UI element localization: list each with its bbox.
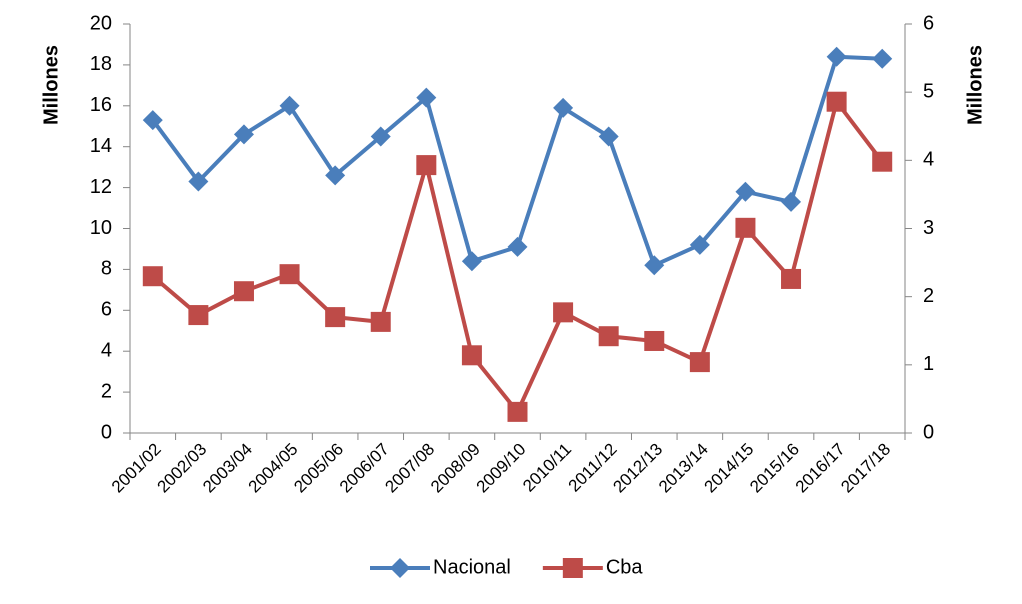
point-marker: [872, 48, 893, 69]
y-tick-label: 18: [90, 53, 112, 75]
y-tick-label: 10: [90, 217, 112, 239]
point-marker: [416, 87, 437, 108]
point-marker: [735, 181, 756, 202]
point-marker: [781, 268, 802, 289]
point-marker: [279, 264, 300, 285]
point-marker: [826, 91, 847, 112]
point-marker: [233, 281, 254, 302]
y2-tick-label: 3: [923, 217, 934, 239]
point-marker: [872, 151, 893, 172]
point-marker: [325, 165, 346, 186]
point-marker: [188, 171, 209, 192]
point-marker: [416, 155, 437, 176]
legend-label: Nacional: [433, 556, 511, 578]
x-tick-label: 2006/07: [336, 440, 393, 497]
y2-tick-label: 1: [923, 353, 934, 375]
x-tick-label: 2017/18: [837, 440, 894, 497]
x-tick-label: 2005/06: [290, 440, 347, 497]
y-tick-label: 0: [101, 421, 112, 443]
point-marker: [644, 330, 665, 351]
x-tick-label: 2001/02: [108, 440, 165, 497]
x-tick-label: 2004/05: [245, 440, 302, 497]
legend-marker: [562, 558, 583, 578]
y-tick-label: 16: [90, 94, 112, 116]
point-marker: [142, 266, 163, 287]
x-tick-label: 2008/09: [427, 440, 484, 497]
y-tick-label: 2: [101, 380, 112, 402]
y-tick-label: 8: [101, 258, 112, 280]
x-tick-label: 2013/14: [655, 440, 712, 497]
y2-tick-label: 5: [923, 80, 934, 102]
y-tick-label: 4: [101, 339, 112, 361]
y-tick-label: 12: [90, 176, 112, 198]
point-marker: [507, 401, 528, 422]
point-marker: [461, 345, 482, 366]
point-marker: [781, 191, 802, 212]
point-marker: [553, 302, 574, 323]
y-axis-title: Millones: [40, 45, 62, 125]
y2-tick-label: 2: [923, 285, 934, 307]
legend-label: Cba: [606, 556, 644, 578]
point-marker: [325, 307, 346, 328]
point-marker: [826, 46, 847, 67]
point-marker: [598, 126, 619, 147]
x-tick-label: 2010/11: [519, 440, 575, 496]
series-line: [151, 54, 883, 268]
y2-tick-label: 0: [923, 421, 934, 443]
y-tick-label: 6: [101, 299, 112, 321]
x-tick-label: 2007/08: [381, 440, 438, 497]
point-marker: [142, 110, 163, 131]
x-tick-label: 2009/10: [473, 440, 530, 497]
x-tick-label: 2012/13: [609, 440, 666, 497]
point-marker: [689, 352, 710, 373]
x-tick-label: 2002/03: [153, 440, 210, 497]
point-marker: [370, 311, 391, 332]
point-marker: [553, 97, 574, 118]
point-marker: [188, 305, 209, 326]
point-marker: [735, 217, 756, 238]
x-tick-label: 2016/17: [792, 440, 849, 497]
point-marker: [233, 124, 254, 145]
point-marker: [598, 326, 619, 347]
y2-tick-label: 6: [923, 12, 934, 34]
y2-axis-title: Millones: [964, 45, 986, 125]
y-tick-label: 14: [90, 135, 112, 157]
y2-tick-label: 4: [923, 149, 934, 171]
point-marker: [370, 126, 391, 147]
point-marker: [644, 255, 665, 276]
point-marker: [461, 251, 482, 272]
point-marker: [279, 95, 300, 116]
legend-marker: [390, 558, 410, 578]
x-tick-label: 2003/04: [199, 440, 256, 497]
y-tick-label: 20: [90, 12, 112, 34]
x-tick-label: 2014/15: [701, 440, 758, 497]
point-marker: [689, 234, 710, 255]
point-marker: [507, 236, 528, 257]
x-tick-label: 2015/16: [746, 440, 803, 497]
